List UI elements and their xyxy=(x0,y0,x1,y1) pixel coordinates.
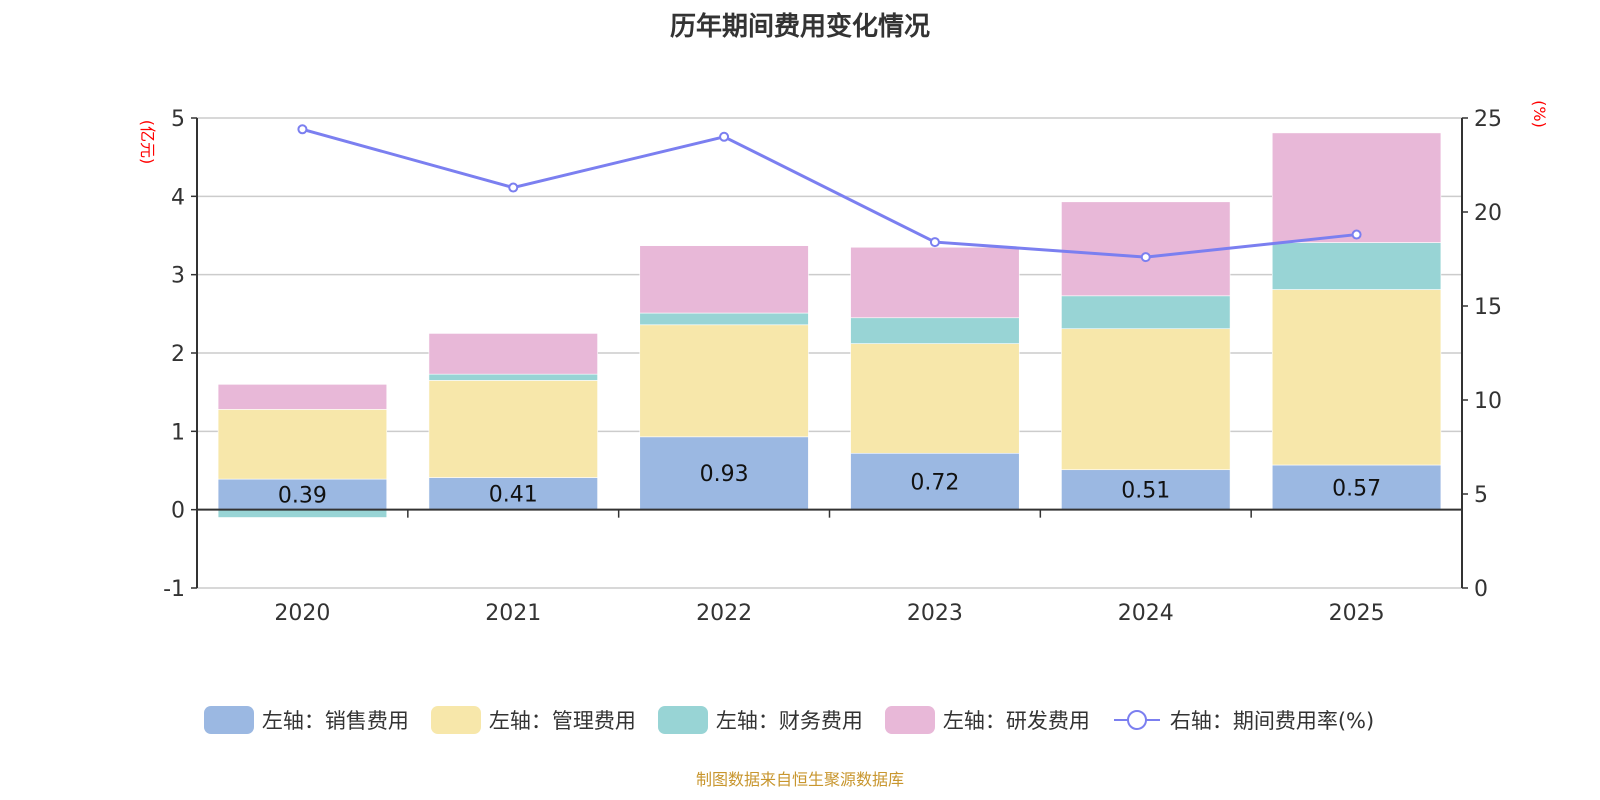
legend-label: 左轴：财务费用 xyxy=(715,709,863,733)
left-axis-tick-label: 5 xyxy=(171,107,185,132)
data-source-footer: 制图数据来自恒生聚源数据库 xyxy=(695,770,904,789)
bar-segment xyxy=(217,409,388,480)
rate-line-group xyxy=(297,124,1362,263)
legend-label: 左轴：管理费用 xyxy=(488,709,636,733)
bar-segment xyxy=(217,384,388,410)
bar-data-label: 0.72 xyxy=(910,470,959,495)
legend-swatch-financial xyxy=(657,706,708,734)
bar-data-label: 0.39 xyxy=(278,483,327,508)
bar-segment xyxy=(1271,289,1442,466)
rate-point xyxy=(508,182,519,193)
legend-item-sales[interactable]: 左轴：销售费用 xyxy=(203,705,409,735)
bar-segment xyxy=(850,452,1020,510)
bar-data-label: 0.41 xyxy=(489,483,538,508)
bar-segment xyxy=(428,333,598,375)
legend-swatch-management xyxy=(430,706,481,734)
rate-point xyxy=(929,237,940,248)
legend-item-rate[interactable]: 右轴：期间费用率(%) xyxy=(1112,705,1374,735)
left-axis-tick-label: 2 xyxy=(171,342,185,367)
line-marker-icon xyxy=(1113,710,1160,730)
legend-item-rd[interactable]: 左轴：研发费用 xyxy=(884,705,1090,735)
right-axis-tick-label: 20 xyxy=(1474,201,1502,226)
right-axis-tick-label: 15 xyxy=(1474,295,1502,320)
bar-data-label: 0.57 xyxy=(1332,476,1381,501)
x-axis-tick-label: 2025 xyxy=(1329,601,1385,626)
rate-point xyxy=(1140,252,1151,263)
rate-point xyxy=(1351,229,1362,240)
x-axis-tick-label: 2022 xyxy=(696,601,752,626)
bar-segment xyxy=(1271,132,1442,243)
legend-label: 左轴：研发费用 xyxy=(942,709,1090,733)
legend-swatch-rd xyxy=(884,706,935,734)
left-axis-tick-label: 1 xyxy=(171,420,185,445)
left-axis-tick-label: 3 xyxy=(171,264,185,289)
bar-group xyxy=(217,132,1442,518)
left-axis-tick-label: 4 xyxy=(171,185,185,210)
bar-data-label: 0.51 xyxy=(1121,479,1170,504)
right-axis-tick-label: 5 xyxy=(1474,483,1488,508)
data-label-group: 0.39 0.41 0.93 0.72 0.51 0.57 xyxy=(278,462,1381,508)
legend-item-financial[interactable]: 左轴：财务费用 xyxy=(657,705,863,735)
right-axis-unit-label: (%) xyxy=(1530,100,1549,128)
bar-segment xyxy=(217,509,388,518)
rate-point xyxy=(297,124,308,135)
legend-swatch-sales xyxy=(203,706,254,734)
legend-label: 右轴：期间费用率(%) xyxy=(1169,709,1375,733)
left-axis-tick-label: 0 xyxy=(171,499,185,524)
left-axis-unit-label: (亿元) xyxy=(138,120,157,165)
chart-title: 历年期间费用变化情况 xyxy=(669,12,930,42)
bar-segment xyxy=(428,380,598,478)
right-axis-tick-label: 10 xyxy=(1474,389,1502,414)
bar-segment xyxy=(639,324,809,438)
right-axis-tick-label: 25 xyxy=(1474,107,1502,132)
bar-segment xyxy=(1271,242,1442,290)
x-axis-tick-label: 2024 xyxy=(1118,601,1174,626)
bar-data-label: 0.93 xyxy=(700,462,749,487)
rate-line xyxy=(302,127,1357,259)
x-axis-tick-label: 2023 xyxy=(907,601,963,626)
bar-segment xyxy=(639,312,809,326)
bar-segment xyxy=(1061,201,1231,297)
bar-segment xyxy=(1061,328,1231,471)
x-axis-tick-label: 2021 xyxy=(485,601,541,626)
bar-segment xyxy=(850,246,1020,319)
left-axis-tick-label: -1 xyxy=(163,577,185,602)
bar-segment xyxy=(1061,469,1231,510)
bar-segment xyxy=(850,343,1020,454)
rate-point xyxy=(719,131,730,142)
bar-segment xyxy=(1271,464,1442,510)
bar-segment xyxy=(850,317,1020,344)
bar-segment xyxy=(639,245,809,314)
legend: 左轴：销售费用 左轴：管理费用 左轴：财务费用 左轴：研发费用 右轴：期间费用率… xyxy=(0,705,1600,735)
bar-segment xyxy=(428,373,598,381)
legend-label: 左轴：销售费用 xyxy=(261,709,409,733)
legend-item-management[interactable]: 左轴：管理费用 xyxy=(430,705,636,735)
bar-segment xyxy=(639,436,809,510)
x-axis-tick-label: 2020 xyxy=(274,601,330,626)
right-axis-tick-label: 0 xyxy=(1474,577,1488,602)
bar-segment xyxy=(1061,295,1231,330)
